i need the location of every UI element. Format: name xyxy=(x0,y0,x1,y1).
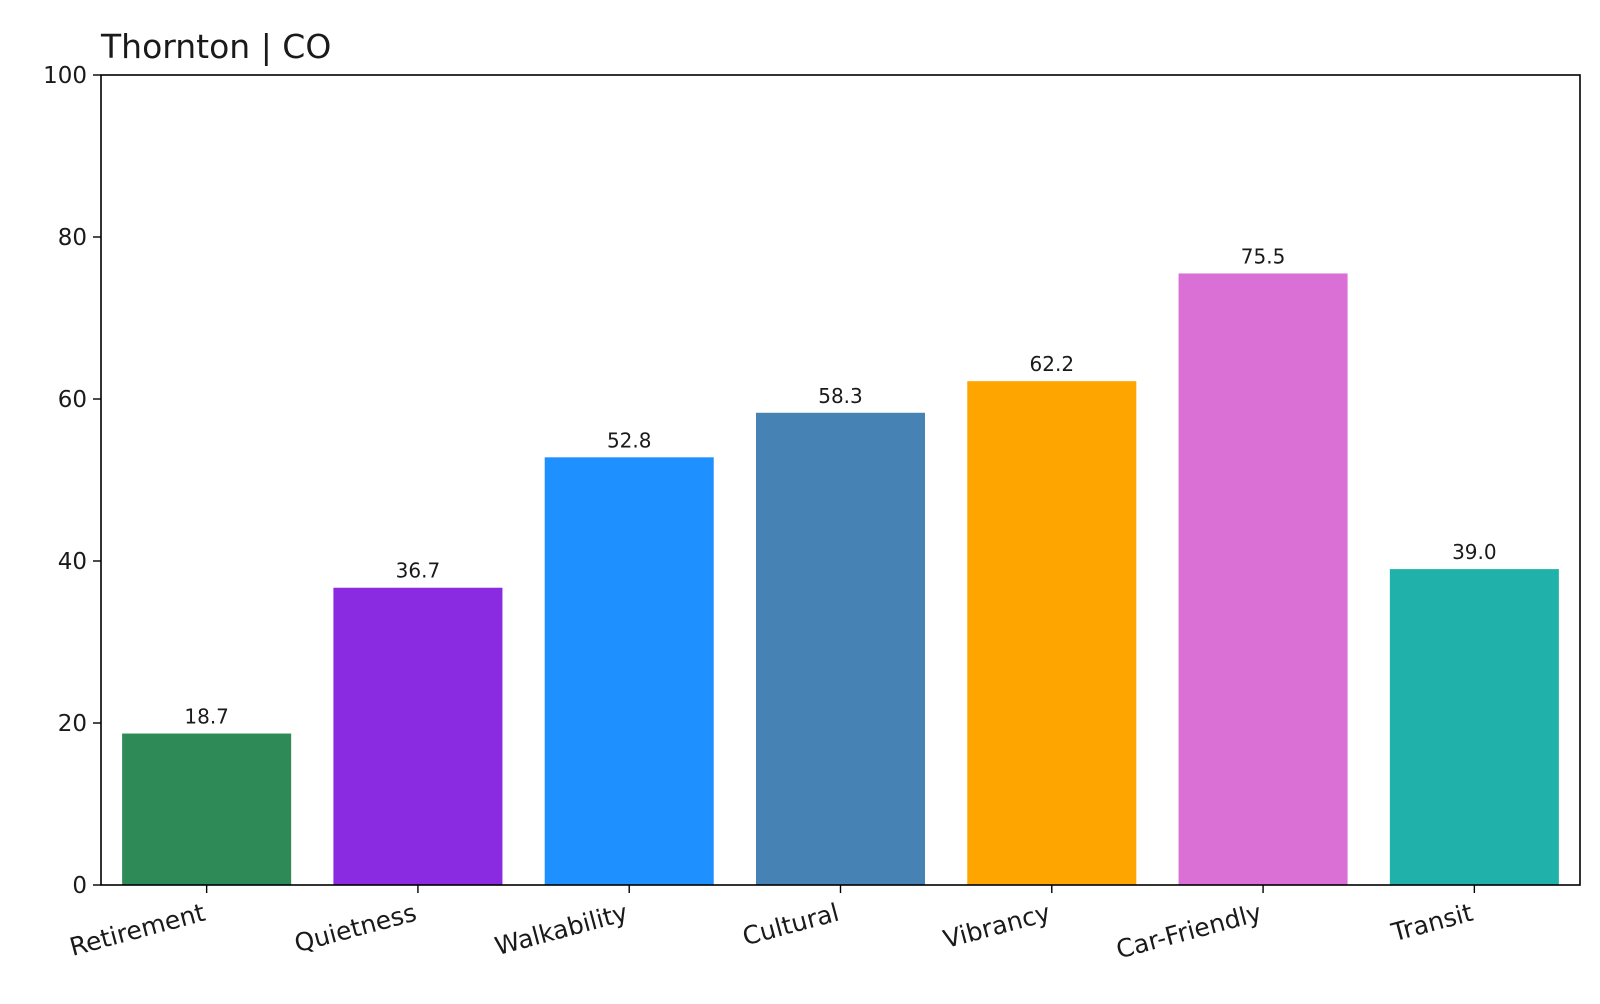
bar-vibrancy xyxy=(967,381,1137,885)
bar-quietness xyxy=(333,587,503,885)
plot-frame xyxy=(100,74,1581,886)
bar-value-label: 62.2 xyxy=(1030,352,1075,376)
bar-transit xyxy=(1389,569,1559,885)
x-tick-label: Transit xyxy=(1387,898,1476,948)
bar-value-label: 39.0 xyxy=(1452,540,1497,564)
bar-car-friendly xyxy=(1178,273,1348,885)
bar-value-label: 18.7 xyxy=(184,705,229,729)
bars-layer xyxy=(122,273,1559,885)
bar-walkability xyxy=(544,457,714,885)
y-axis: 0 20 40 60 80 100 xyxy=(43,63,101,899)
y-tick-label: 40 xyxy=(58,549,87,575)
bar-value-label: 36.7 xyxy=(396,559,441,583)
y-tick-label: 80 xyxy=(58,225,87,251)
x-tick-label: Vibrancy xyxy=(940,898,1053,954)
bar-cultural xyxy=(755,412,926,885)
y-tick-label: 0 xyxy=(72,873,87,899)
bar-value-label: 75.5 xyxy=(1241,244,1286,268)
chart-title: Thornton | CO xyxy=(100,27,331,66)
x-axis: Retirement Quietness Walkability Cultural Vi… xyxy=(67,885,1476,965)
x-tick-label: Retirement xyxy=(67,898,209,962)
bar-value-labels: 18.7 36.7 52.8 58.3 62.2 75.5 39.0 xyxy=(184,244,1496,728)
x-tick-label: Quietness xyxy=(291,898,419,958)
bar-retirement xyxy=(122,733,292,885)
y-tick-label: 100 xyxy=(43,63,87,89)
x-tick-label: Cultural xyxy=(739,898,842,951)
bar-value-label: 52.8 xyxy=(607,428,652,452)
y-tick-label: 20 xyxy=(58,711,87,737)
bar-value-label: 58.3 xyxy=(818,384,863,408)
y-tick-label: 60 xyxy=(58,387,87,413)
x-tick-label: Walkability xyxy=(492,898,631,961)
x-tick-label: Car-Friendly xyxy=(1113,898,1265,965)
